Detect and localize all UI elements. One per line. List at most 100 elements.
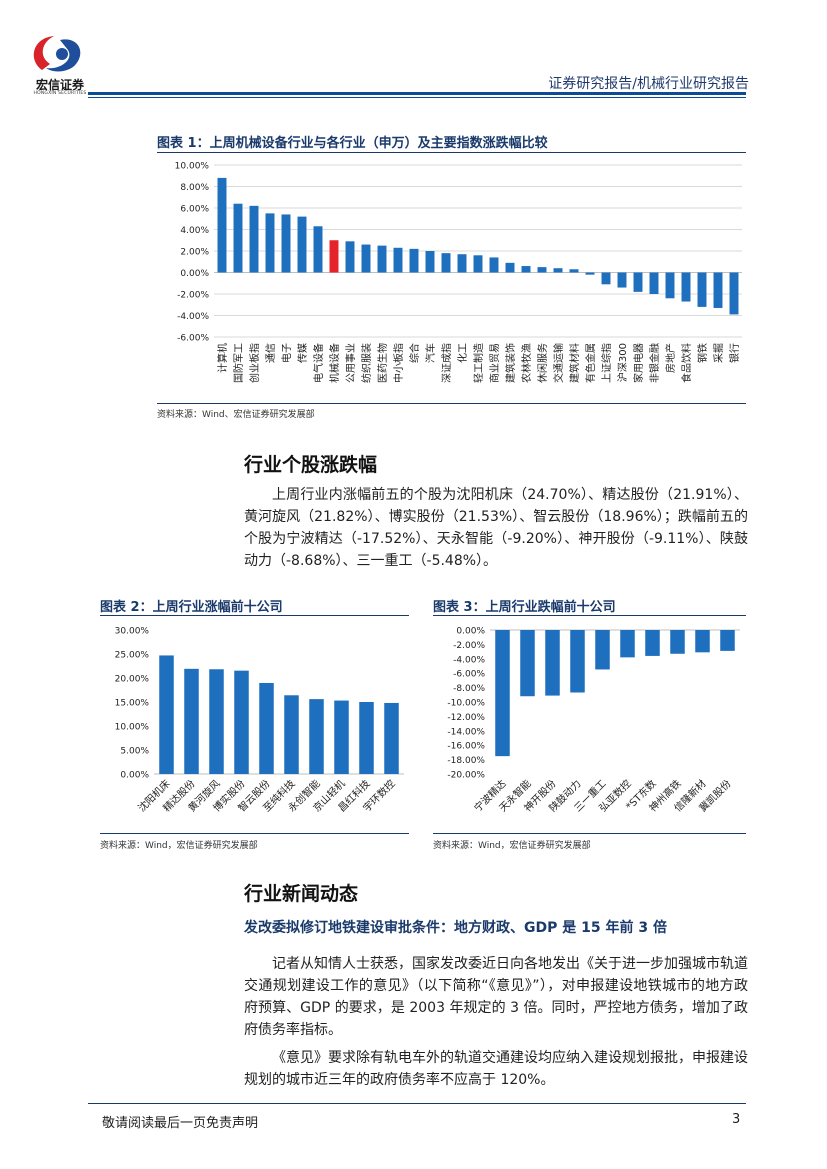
chart1-category-label: 综合 [408,343,421,363]
chart2-bar [284,695,299,774]
company-logo: 宏信证券 HONGXIN SECURITIES [20,30,100,100]
chart1-bar [313,226,323,273]
logo-text: 宏信证券 [35,78,84,92]
figure2-title: 图表 2：上周行业涨幅前十公司 [100,600,283,615]
chart3-bar [645,630,660,656]
chart1-category-label: 交通运输 [552,343,565,383]
chart3-bar [595,630,610,670]
chart3-bar [720,630,735,651]
figure2-source: 资料来源：Wind，宏信证券研究发展部 [100,841,258,851]
chart3-ytick-label: -4.00% [453,655,485,665]
chart1-bar [249,205,259,273]
stocks-paragraph: 上周行业内涨幅前五的个股为沈阳机床（24.70%）、精达股份（21.91%）、黄… [244,487,748,569]
figure1-source: 资料来源：Wind、宏信证券研究发展部 [157,410,315,420]
chart2-bar [184,668,199,774]
chart1-ytick-label: 8.00% [180,183,209,193]
chart1-category-label: 轻工制造 [472,343,485,383]
chart1-category-label: 钢铁 [696,343,709,363]
chart1-ytick-label: 2.00% [180,248,209,258]
chart1-bar [537,267,547,273]
chart1-bar [233,203,243,273]
chart3-ytick-label: -10.00% [447,699,485,709]
logo-emblem-icon [33,36,81,72]
chart1-bar [329,240,339,273]
chart3-bar [670,630,685,654]
chart1-category-label: 银行 [728,343,741,363]
chart1-category-label: 通信 [265,343,277,363]
chart2-bar [359,702,374,774]
chart1-category-label: 传媒 [297,343,309,363]
figure1-top-rule [157,152,746,153]
chart1-category-label: 沪深300 [616,343,629,382]
chart3-ytick-label: -20.00% [447,771,485,781]
chart1-bar [601,272,611,285]
chart1-ytick-label: -4.00% [177,312,209,322]
chart1-bar [665,272,675,299]
figure2-top-rule [100,615,409,616]
chart1-bar [649,272,659,294]
chart1-ytick-label: -6.00% [177,334,209,344]
chart3-ytick-label: -18.00% [447,756,485,766]
chart1-bar [265,213,275,273]
chart1-category-label: 休闲服务 [536,343,549,383]
chart1-bar [409,248,419,273]
figure2-bottom-rule [100,833,409,834]
chart1-category-label: 创业板指 [248,343,261,383]
figure3-bottom-rule [433,833,746,834]
chart1-category-label: 房地产 [664,343,677,373]
figure3-top-rule [433,615,746,616]
chart3-ytick-label: -14.00% [447,727,485,737]
chart1-category-label: 电气设备 [312,343,325,383]
chart1-bar [217,177,227,273]
chart1-category-label: 建筑材料 [568,343,581,383]
chart3-bar [695,630,710,653]
chart1-category-label: 电子 [280,343,293,363]
section-title-stocks: 行业个股涨跌幅 [244,454,378,476]
chart2-ytick-label: 30.00% [115,627,150,637]
chart2-bar [259,682,274,774]
chart1-category-label: 建筑装饰 [504,343,517,383]
chart1-category-label: 国防军工 [232,343,245,383]
chart1-category-label: 采掘 [712,343,725,363]
chart1-category-label: 食品饮料 [680,343,693,383]
chart1-bar [457,254,467,273]
chart1-category-label: 家用电器 [632,343,645,383]
chart1-category-label: 机械设备 [328,343,341,383]
chart1-category-label: 计算机 [216,343,229,373]
footer-divider [88,1103,746,1104]
chart1-ytick-label: 6.00% [180,205,209,215]
chart2-bar [159,655,174,774]
chart1-bar [569,269,579,273]
chart1-category-label: 公用事业 [344,343,357,383]
figure3-title: 图表 3：上周行业跌幅前十公司 [433,600,616,615]
chart1-bar [713,272,723,308]
chart2-bar [384,702,399,774]
chart3-ytick-label: -6.00% [453,670,485,680]
chart1-bar [553,268,563,273]
chart-industry-comparison: 10.00% 8.00% 6.00% 4.00% 2.00% 0.00% -2.00% -4.… [175,162,742,383]
chart1-category-label: 商业贸易 [488,343,501,383]
chart1-category-label: 有色金属 [584,343,597,383]
header-divider [88,92,746,95]
chart1-bar [729,272,739,315]
chart1-bar [505,262,515,273]
figure3-source: 资料来源：Wind，宏信证券研究发展部 [433,841,591,851]
chart1-category-label: 农林牧渔 [520,343,533,383]
chart1-category-label: 非银金融 [648,343,661,383]
chart-top-losers: 0.00% -2.00% -4.00% -6.00% -8.00% -10.00% -12.… [447,627,740,814]
chart1-bar [297,216,307,273]
chart2-ytick-label: 15.00% [115,699,150,709]
chart1-category-label: 汽车 [424,343,437,363]
chart1-category-label: 深证成指 [440,343,453,383]
news-subheading: 发改委拟修订地铁建设审批条件：地方财政、GDP 是 15 年前 3 倍 [244,920,667,936]
chart1-ytick-label: 10.00% [175,162,210,172]
report-header-title: 证券研究报告/机械行业研究报告 [548,76,749,92]
chart1-category-label: 医药生物 [376,343,389,383]
logo-subtext: HONGXIN SECURITIES [33,91,87,96]
chart2-bar [334,700,349,774]
chart-top-gainers: 30.00% 25.00% 20.00% 15.00% 10.00% 5.00% 0.00%… [115,627,404,814]
chart3-bar [495,630,510,757]
chart1-bar [377,245,387,273]
chart2-ytick-label: 10.00% [115,723,150,733]
chart2-ytick-label: 25.00% [115,651,150,661]
